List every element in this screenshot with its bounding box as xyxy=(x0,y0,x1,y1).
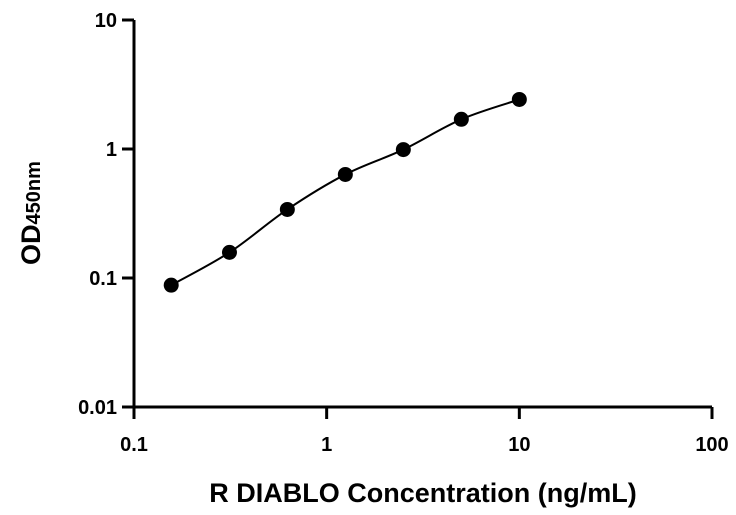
x-axis-title: R DIABLO Concentration (ng/mL) xyxy=(209,478,636,508)
y-axis-title-subscript: 450nm xyxy=(23,161,45,224)
data-point xyxy=(453,111,469,127)
y-ticks: 0.01 0.1 1 10 xyxy=(78,10,134,419)
fit-line xyxy=(170,98,520,287)
x-tick-label: 1 xyxy=(321,434,332,456)
data-points xyxy=(163,91,527,293)
data-point xyxy=(279,201,295,217)
y-tick-label: 0.1 xyxy=(89,268,117,290)
data-point xyxy=(511,91,527,107)
y-axis-title: OD450nm xyxy=(16,161,46,265)
y-tick-label: 0.01 xyxy=(78,397,117,419)
y-axis-title-main: OD xyxy=(16,224,46,265)
y-tick-label: 1 xyxy=(106,139,117,161)
y-tick-label: 10 xyxy=(95,10,117,32)
x-tick-label: 0.1 xyxy=(120,434,148,456)
x-tick-label: 10 xyxy=(508,434,530,456)
data-point xyxy=(221,244,237,260)
data-point xyxy=(395,142,411,158)
x-axis: 0.1 1 10 100 xyxy=(120,405,729,456)
x-ticks: 0.1 1 10 100 xyxy=(120,407,729,456)
data-point xyxy=(337,166,353,182)
x-tick-label: 100 xyxy=(695,434,728,456)
data-point xyxy=(163,277,179,293)
y-axis: 0.01 0.1 1 10 xyxy=(78,10,136,419)
